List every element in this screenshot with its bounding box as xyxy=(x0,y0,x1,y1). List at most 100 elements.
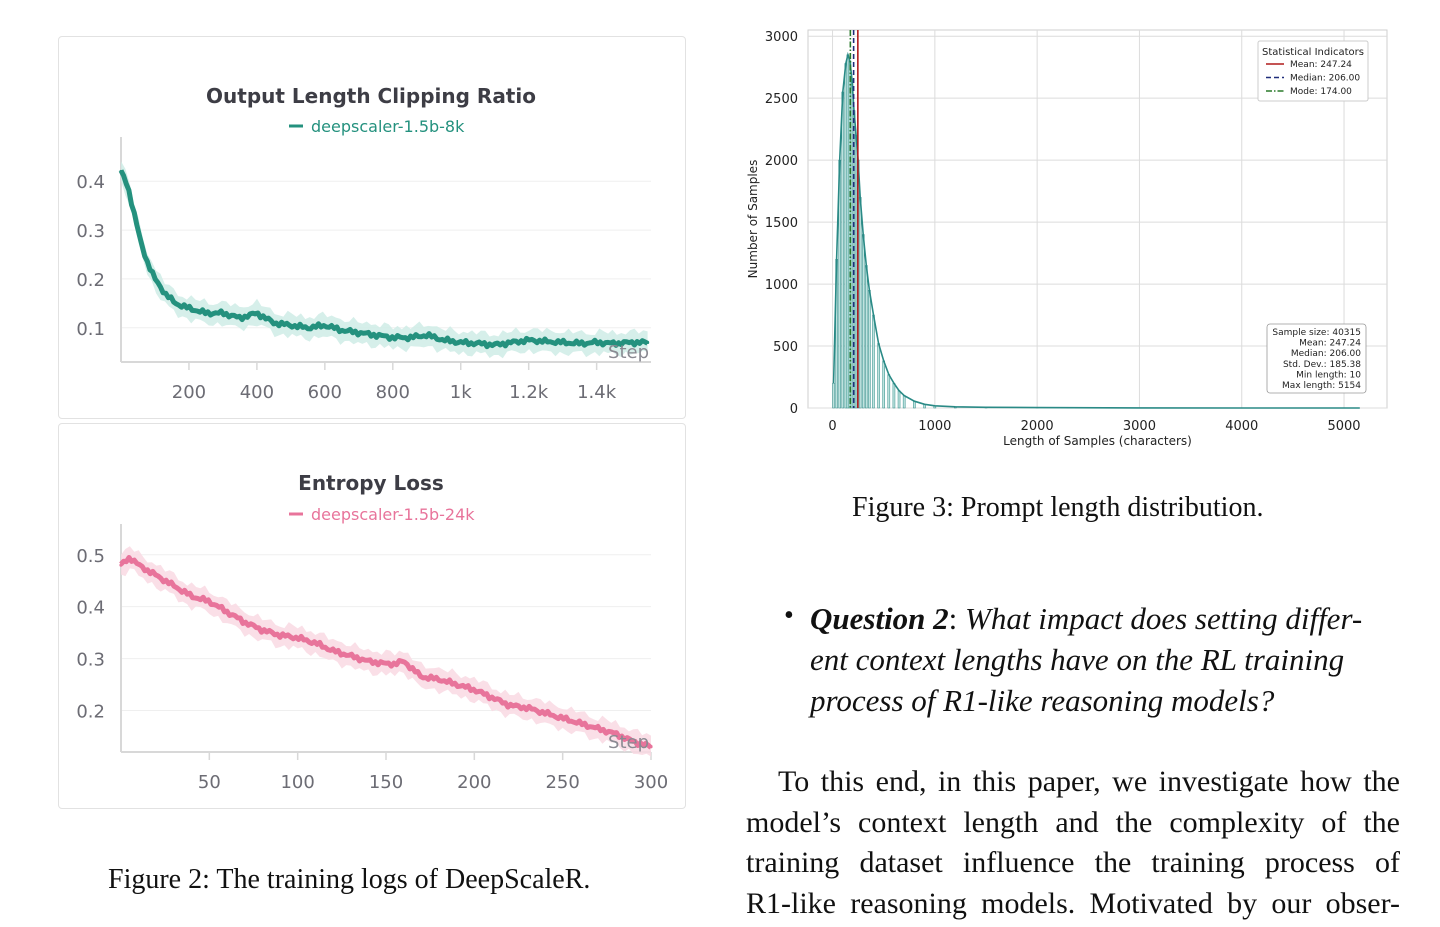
data-point xyxy=(561,340,565,345)
data-point xyxy=(543,711,547,715)
clipping-ratio-chart: Output Length Clipping Ratio deepscaler-1… xyxy=(76,84,651,403)
data-point xyxy=(646,340,650,345)
histogram-bar xyxy=(852,110,856,409)
data-point xyxy=(476,341,480,346)
data-point xyxy=(146,262,150,266)
chart-title: Output Length Clipping Ratio xyxy=(206,84,536,108)
data-point xyxy=(278,633,282,637)
series-band xyxy=(121,546,651,757)
data-point xyxy=(173,301,177,305)
bullet-marker: • xyxy=(784,600,794,631)
y-tick-label: 0.4 xyxy=(76,598,105,619)
data-point xyxy=(349,654,353,658)
paragraph-line-3: training dataset influence the training … xyxy=(746,846,1400,879)
legend-title: Statistical Indicators xyxy=(1262,47,1364,58)
y-tick-label: 0.5 xyxy=(76,546,105,567)
histogram-bar xyxy=(897,390,901,409)
data-point xyxy=(393,662,397,666)
body-paragraph: To this end, in this paper, we investiga… xyxy=(746,762,1400,924)
data-point xyxy=(442,338,446,342)
histogram-bar xyxy=(882,360,885,409)
y-tick-label: 0.3 xyxy=(76,650,105,671)
data-point xyxy=(357,331,361,335)
x-tick-label: 3000 xyxy=(1123,419,1156,434)
x-tick-label: 0 xyxy=(828,419,836,434)
question-colon: : xyxy=(948,601,958,636)
data-point xyxy=(204,311,208,315)
data-point xyxy=(561,716,565,720)
data-point xyxy=(313,641,317,645)
data-point xyxy=(366,659,370,663)
data-point xyxy=(374,333,378,337)
question-label: Question 2 xyxy=(810,601,949,636)
x-tick-label: 1.4k xyxy=(577,382,617,403)
data-point xyxy=(126,184,130,188)
data-point xyxy=(255,311,259,315)
data-point xyxy=(289,323,293,327)
histogram-bar xyxy=(832,382,835,409)
data-point xyxy=(419,675,423,679)
data-point xyxy=(340,328,344,332)
x-tick-label: 800 xyxy=(376,382,410,403)
data-point xyxy=(238,316,242,320)
figure2-panel-clipping: Output Length Clipping Ratio deepscaler-1… xyxy=(58,36,686,419)
legend-entry: Mode: 174.00 xyxy=(1290,87,1352,97)
data-point xyxy=(493,343,497,347)
data-point xyxy=(437,677,441,681)
legend-entry: Mean: 247.24 xyxy=(1290,60,1352,70)
data-point xyxy=(272,321,276,325)
stats-line: Max length: 5154 xyxy=(1282,381,1361,391)
data-point xyxy=(612,341,616,346)
question-line-2: ent context lengths have on the RL train… xyxy=(810,642,1345,677)
entropy-loss-chart: Entropy Loss deepscaler-1.5b-24k 0.2 0.3 0.4… xyxy=(76,471,668,793)
x-tick-label: 5000 xyxy=(1327,419,1360,434)
data-point xyxy=(132,213,137,218)
stats-box xyxy=(1266,323,1367,394)
y-tick-label: 3000 xyxy=(765,30,798,45)
x-tick-label: 1k xyxy=(450,382,472,403)
x-axis-label: Length of Samples (characters) xyxy=(1003,434,1192,448)
data-point xyxy=(153,277,157,281)
prompt-length-histogram: 0 500 1000 1500 2000 2500 3000 0 1000 2000 3000 400… xyxy=(746,29,1388,448)
data-point xyxy=(172,584,176,588)
x-tick-label: 2000 xyxy=(1021,419,1054,434)
y-tick-label: 0 xyxy=(790,402,798,417)
kde-curve xyxy=(832,51,1360,409)
x-tick-label: 600 xyxy=(308,382,342,403)
y-tick-label: 500 xyxy=(773,340,798,355)
paragraph-line-2: model’s context length and the complexit… xyxy=(746,805,1400,839)
data-point xyxy=(221,311,225,315)
y-tick-label: 0.2 xyxy=(76,701,105,722)
series-band xyxy=(121,161,648,359)
x-tick-label: 400 xyxy=(240,382,274,403)
data-point xyxy=(425,333,429,337)
stats-line: Mean: 247.24 xyxy=(1299,339,1361,349)
y-tick-label: 0.1 xyxy=(76,319,105,340)
x-tick-label: 1000 xyxy=(918,419,951,434)
histogram-bar xyxy=(892,382,896,409)
data-point xyxy=(629,340,633,345)
stats-line: Median: 206.00 xyxy=(1291,349,1361,359)
data-point xyxy=(163,291,167,296)
data-point xyxy=(331,649,335,653)
legend-label: deepscaler-1.5b-24k xyxy=(311,505,475,524)
x-tick-label: 50 xyxy=(198,772,221,793)
question-line-3: process of R1-like reasoning models? xyxy=(810,683,1275,718)
histogram-bar xyxy=(854,135,858,409)
data-point xyxy=(154,573,158,578)
data-point xyxy=(578,341,582,346)
data-point xyxy=(578,721,582,726)
figure3-caption: Figure 3: Prompt length distribution. xyxy=(852,492,1264,523)
data-point xyxy=(119,169,123,174)
figure2-caption: Figure 2: The training logs of DeepScale… xyxy=(108,864,591,895)
histogram-bar xyxy=(858,197,862,409)
data-point xyxy=(207,599,211,604)
paragraph-line-4: R1-like reasoning models. Motivated by o… xyxy=(746,886,1400,920)
data-point xyxy=(527,338,531,342)
data-point xyxy=(190,594,194,598)
x-tick-label: 200 xyxy=(457,772,491,793)
data-point xyxy=(525,706,529,710)
y-tick-label: 2000 xyxy=(765,154,798,169)
question-2-bullet: Question 2: What impact does setting dif… xyxy=(810,598,1406,721)
data-point xyxy=(649,745,653,749)
